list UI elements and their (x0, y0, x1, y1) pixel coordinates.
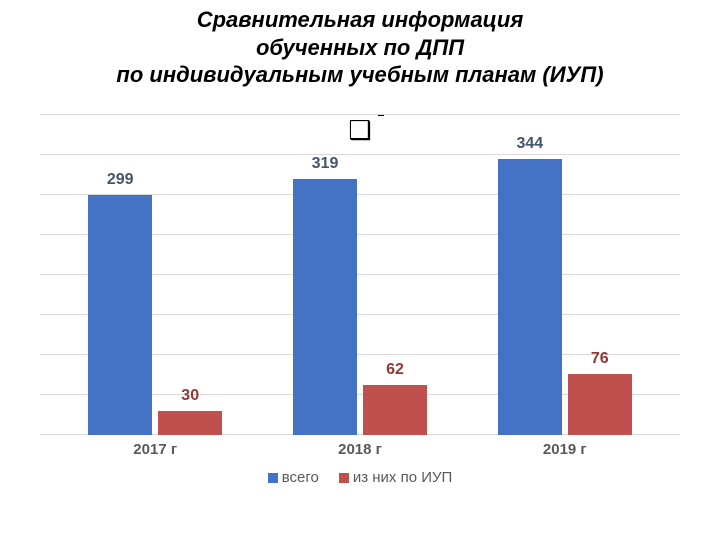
title-line-2: обученных по ДПП (0, 34, 720, 62)
bar-value-label: 299 (107, 171, 134, 189)
legend-swatch (339, 473, 349, 483)
bar-всего (498, 159, 562, 434)
bar-из-них-по-ИУП (363, 385, 427, 435)
legend-label: из них по ИУП (353, 469, 452, 486)
legend-swatch (268, 473, 278, 483)
legend-label: всего (282, 469, 319, 486)
title-line-1: Сравнительная информация (0, 6, 720, 34)
x-axis-label: 2017 г (133, 441, 177, 458)
legend: всего из них по ИУП (40, 469, 680, 486)
bar-value-label: 30 (181, 387, 199, 405)
bar-value-label: 319 (312, 155, 339, 173)
bar-value-label: 344 (516, 135, 543, 153)
gridline (40, 154, 680, 155)
bar-value-label: 62 (386, 361, 404, 379)
x-axis-label: 2019 г (543, 441, 587, 458)
chart-container: ❑ 299303196234476 2017 г2018 г2019 г все… (40, 115, 680, 486)
bar-всего (293, 179, 357, 434)
legend-item: из них по ИУП (339, 469, 452, 486)
gridline (40, 114, 680, 115)
bar-value-label: 76 (591, 350, 609, 368)
bar-из-них-по-ИУП (158, 411, 222, 435)
title-line-3: по индивидуальным учебным планам (ИУП) (0, 61, 720, 89)
bar-из-них-по-ИУП (568, 374, 632, 435)
x-axis: 2017 г 2018 г 2019 г (40, 435, 680, 463)
bar-всего (88, 195, 152, 434)
x-axis-label: 2018 г (338, 441, 382, 458)
plot-area: 299 30 319 62 344 76 (40, 115, 680, 435)
chart-title: Сравнительная информация обученных по ДП… (0, 0, 720, 89)
legend-item: всего (268, 469, 319, 486)
